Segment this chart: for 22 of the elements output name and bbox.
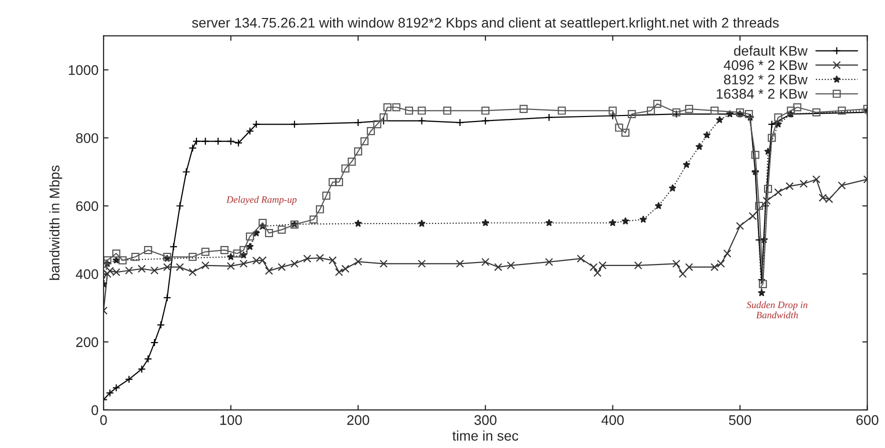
y-tick-label: 200 [76, 337, 98, 348]
legend-label: 4096 * 2 KBw [724, 60, 808, 70]
x-tick-label: 500 [728, 415, 752, 425]
x-tick-label: 300 [474, 415, 496, 425]
x-tick-label: 100 [220, 415, 242, 425]
y-tick-label: 400 [76, 269, 98, 280]
x-tick-label: 600 [856, 415, 878, 425]
legend-label: 8192 * 2 KBw [724, 74, 808, 84]
x-tick-label: 200 [347, 415, 370, 425]
legend-label: 16384 * 2 KBw [716, 88, 808, 99]
legend-label: default KBw [734, 46, 808, 56]
y-tick-label: 600 [76, 201, 98, 212]
y-axis-title: bandwidth in Mbps [49, 165, 62, 280]
y-tick-label: 1000 [68, 65, 98, 76]
annotation: Delayed Ramp-up [226, 196, 297, 205]
annotation: Sudden Drop in Bandwidth [746, 301, 808, 318]
x-tick-label: 0 [100, 415, 107, 425]
y-tick-label: 800 [76, 133, 98, 144]
y-tick-label: 0 [92, 405, 98, 416]
x-tick-label: 400 [601, 415, 624, 425]
x-axis-title: time in sec [452, 430, 518, 441]
chart-title: server 134.75.26.21 with window 8192*2 Kbps and client at seattlepert.krlight.net with 2 threads [192, 17, 779, 30]
